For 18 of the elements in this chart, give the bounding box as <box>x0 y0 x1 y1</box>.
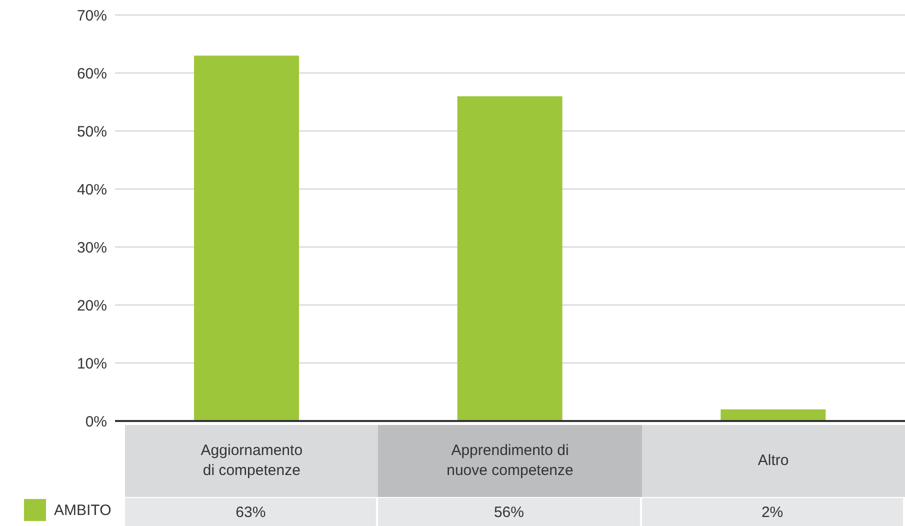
y-tick-label: 60% <box>76 65 107 82</box>
y-tick-label: 0% <box>85 413 107 430</box>
y-tick-label: 30% <box>76 239 107 256</box>
legend-label: AMBITO <box>54 502 112 518</box>
data-label: 63% <box>125 498 376 526</box>
x-tick-label: Altro <box>642 425 905 497</box>
y-tick-label: 20% <box>76 297 107 314</box>
data-label: 56% <box>378 498 640 526</box>
x-tick-label: Apprendimento di nuove competenze <box>378 425 642 497</box>
bar <box>194 56 299 421</box>
y-tick-label: 10% <box>76 355 107 372</box>
y-tick-label: 70% <box>76 7 107 24</box>
bar <box>720 409 826 421</box>
x-tick-label: Aggiornamento di competenze <box>125 425 378 497</box>
bar <box>457 96 562 421</box>
y-tick-label: 40% <box>76 181 107 198</box>
data-label: 2% <box>642 498 903 526</box>
y-tick-label: 50% <box>76 123 107 140</box>
